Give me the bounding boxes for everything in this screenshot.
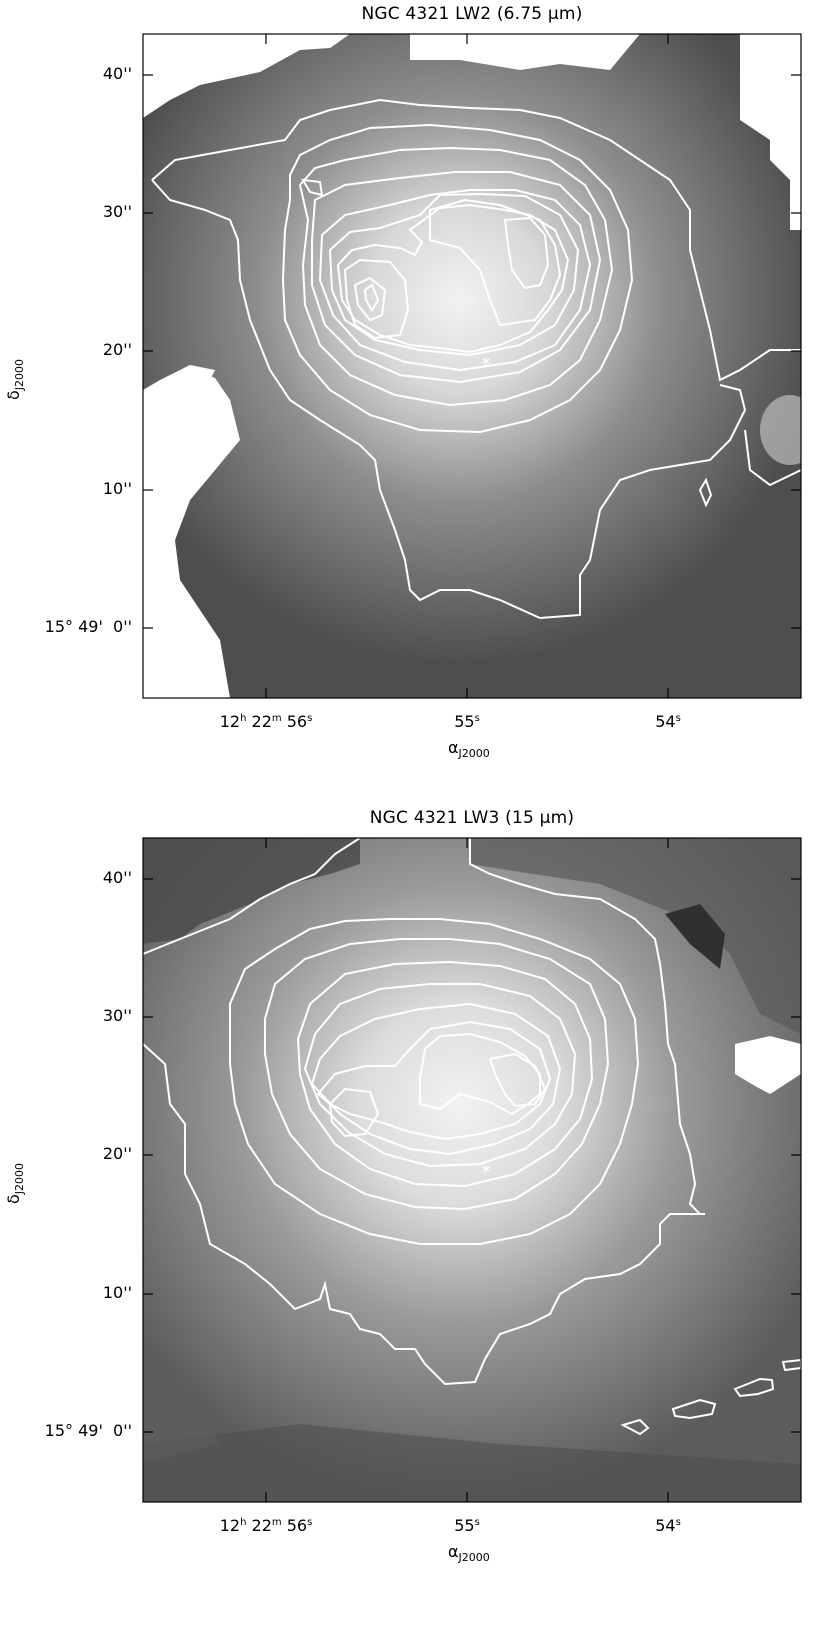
lw2-image-map: *: [142, 33, 802, 699]
tick-marks: [143, 34, 801, 698]
ra-axis-label: αJ2000: [448, 1542, 490, 1564]
dec-symbol: δ: [4, 1194, 23, 1204]
dec-tick-label: 10'': [102, 1283, 132, 1302]
dec-tick-label: 20'': [102, 340, 132, 359]
ra-tick-label: 55s: [454, 712, 480, 731]
nucleus-marker: *: [482, 1162, 491, 1183]
ra-seconds: 56: [286, 1516, 308, 1535]
dec-tick-label-major: 15° 49' 0'': [45, 617, 132, 636]
dec-major-prefix: 15° 49': [44, 617, 103, 636]
panel-title: NGC 4321 LW2 (6.75 μm): [361, 4, 583, 24]
ra-hours: 12: [219, 712, 241, 731]
dec-tick-label: 10'': [102, 479, 132, 498]
dec-axis-label: δJ2000: [4, 1162, 26, 1204]
ra-axis-label: αJ2000: [448, 738, 490, 760]
lw3-upper-right-dark: [470, 838, 801, 1034]
plot-frame: [142, 33, 802, 699]
dec-tick-label: 30'': [102, 202, 132, 221]
dec-major-value: 0'': [113, 1421, 132, 1440]
dec-sub: J2000: [13, 1162, 26, 1195]
dec-tick-label: 40'': [102, 64, 132, 83]
ra-sub: J2000: [458, 1551, 490, 1564]
dec-tick-label: 30'': [102, 1006, 132, 1025]
ra-tick-label: 55s: [454, 1516, 480, 1535]
lw3-right-hole: [735, 1036, 801, 1094]
lw3-panel: NGC 4321 LW3 (15 μm): [0, 804, 832, 1618]
dec-major-value: 0'': [113, 617, 132, 636]
lw3-upper-left-dark: [143, 838, 360, 944]
ra-hours: 12: [219, 1516, 241, 1535]
tick-marks: [143, 838, 801, 1502]
ra-symbol: α: [448, 1542, 459, 1561]
ra-seconds: 55: [454, 712, 475, 731]
ra-seconds: 55: [454, 1516, 475, 1535]
dec-sub: J2000: [13, 358, 26, 391]
lw2-panel: NGC 4321 LW2 (6.75 μm): [4, 4, 802, 760]
dec-tick-label: 20'': [102, 1144, 132, 1163]
lw3-image-map: *: [142, 837, 802, 1503]
plot-frame: [142, 837, 802, 1503]
lw2-left-hole: [143, 370, 238, 555]
ra-seconds: 54: [655, 1516, 676, 1535]
lw2-emission-region: [143, 34, 801, 698]
panel-title: NGC 4321 LW3 (15 μm): [369, 808, 575, 828]
ra-tick-label-major: 12h 22m 56s: [219, 1516, 313, 1535]
ra-symbol: α: [448, 738, 459, 757]
ra-tick-label-major: 12h 22m 56s: [219, 712, 313, 731]
dec-tick-label-major: 15° 49' 0'': [45, 1421, 132, 1440]
dec-symbol: δ: [4, 390, 23, 400]
ra-minutes: 22: [251, 1516, 272, 1535]
ra-tick-label: 54s: [655, 712, 681, 731]
ra-tick-label: 54s: [655, 1516, 681, 1535]
ra-seconds: 54: [655, 712, 676, 731]
lw2-contours: [151, 98, 801, 620]
ra-seconds: 56: [286, 712, 308, 731]
dec-axis-label: δJ2000: [4, 358, 26, 400]
dec-tick-label: 40'': [102, 868, 132, 887]
nucleus-marker: *: [482, 354, 491, 375]
ra-minutes: 22: [251, 712, 272, 731]
dec-major-prefix: 15° 49': [44, 1421, 103, 1440]
lw3-contours: [143, 838, 801, 1436]
ra-sub: J2000: [458, 747, 490, 760]
